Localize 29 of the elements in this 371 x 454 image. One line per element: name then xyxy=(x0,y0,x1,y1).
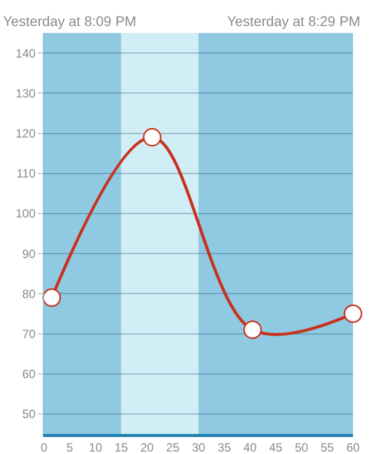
x-tick-label: 0 xyxy=(40,440,48,454)
x-tick-label: 5 xyxy=(66,440,74,454)
point xyxy=(142,128,162,146)
x-tick-label: 20 xyxy=(140,440,154,454)
x-tick-label: 40 xyxy=(243,440,257,454)
x-tick-label: 35 xyxy=(218,440,232,454)
y-tick-label: 100 xyxy=(16,206,36,221)
x-tick-label: 30 xyxy=(192,440,206,454)
y-tick-label: 70 xyxy=(22,326,36,341)
y-tick-label: 130 xyxy=(16,86,36,100)
point xyxy=(344,304,362,323)
y-tick-label: 120 xyxy=(16,126,36,140)
point xyxy=(42,288,61,307)
y-tick-label: 140 xyxy=(16,46,36,60)
x-tick-label: 10 xyxy=(88,440,102,454)
x-tick-label: 45 xyxy=(269,440,283,454)
point xyxy=(243,320,262,339)
y-tick-label: 80 xyxy=(22,286,36,301)
y-tick-label: 50 xyxy=(22,407,36,422)
x-tick-label: 60 xyxy=(346,440,360,454)
y-tick-label: 110 xyxy=(16,166,36,181)
x-tick-label: 25 xyxy=(166,440,180,454)
x-tick-label: 50 xyxy=(294,440,308,454)
y-tick-label: 60 xyxy=(22,367,36,382)
text: Yesterday at 8:29 PM xyxy=(227,13,360,29)
x-tick-label: 15 xyxy=(114,440,128,454)
y-tick-label: 90 xyxy=(22,246,36,261)
text: Yesterday at 8:09 PM xyxy=(3,13,136,29)
x-tick-label: 55 xyxy=(320,440,334,454)
